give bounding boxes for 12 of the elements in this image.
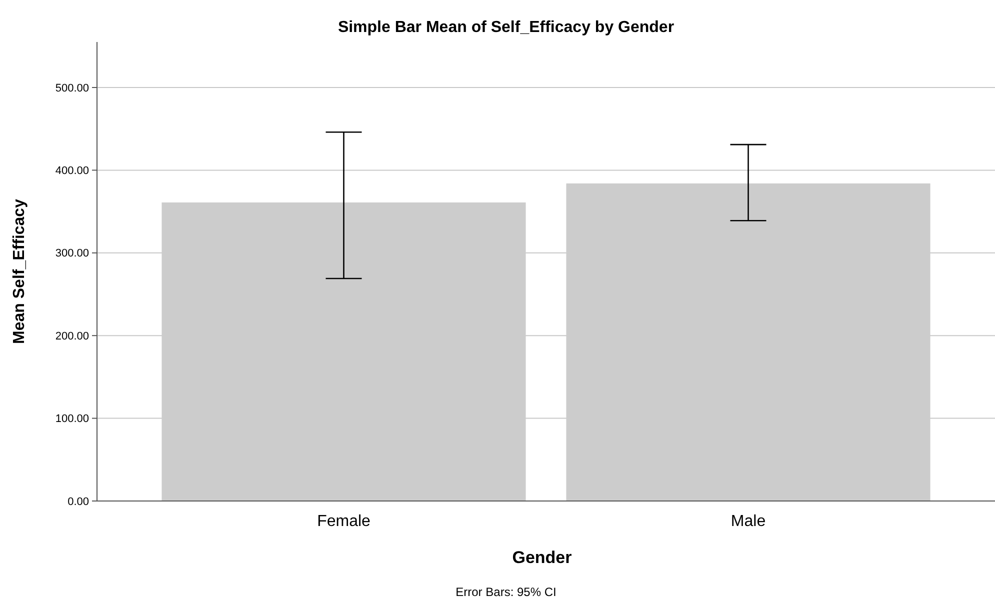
- y-tick-label: 100.00: [55, 413, 89, 426]
- y-axis-title: Mean Self_Efficacy: [11, 198, 28, 344]
- x-axis-title: Gender: [512, 548, 572, 567]
- chart-title: Simple Bar Mean of Self_Efficacy by Gender: [338, 19, 674, 36]
- x-tick-label: Female: [317, 513, 371, 530]
- y-tick-label: 500.00: [55, 82, 89, 94]
- y-tick-label: 300.00: [55, 248, 89, 260]
- y-tick-label: 200.00: [55, 330, 89, 342]
- y-tick-label: 400.00: [55, 165, 89, 178]
- y-tick-label: 0.00: [68, 496, 89, 508]
- x-tick-label: Male: [730, 513, 766, 530]
- text: Error Bars: 95% CI: [456, 585, 556, 599]
